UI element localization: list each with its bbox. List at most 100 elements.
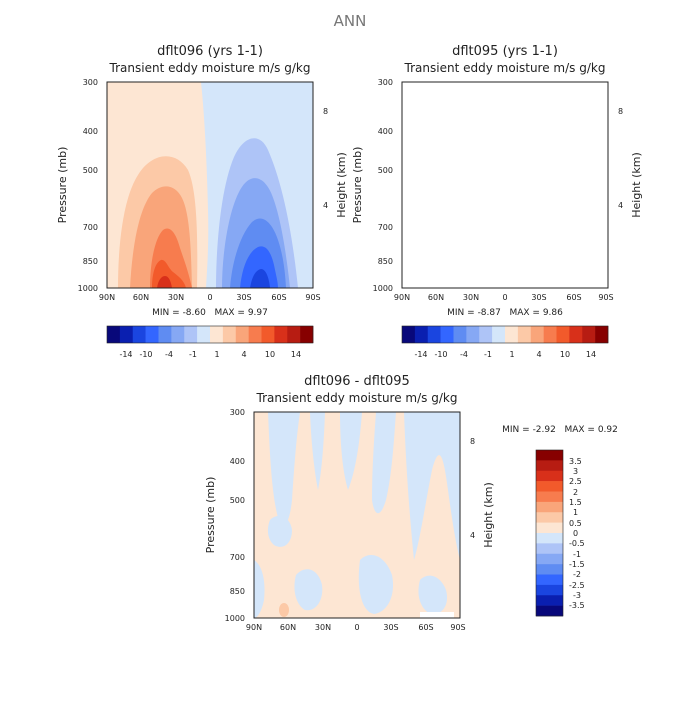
colorbar-swatch [248, 326, 262, 343]
colorbar-swatch [536, 553, 563, 565]
panel-2-colorbar [401, 325, 609, 344]
colorbar-swatch [171, 326, 185, 343]
page-title: ANN [334, 12, 367, 30]
panel-3-zero-patch [420, 612, 454, 618]
colorbar-swatch [235, 326, 249, 343]
panel-1-stats: MIN = -8.60 MAX = 9.97 [152, 308, 268, 318]
colorbar-label: 10 [560, 350, 570, 359]
panel-3-y-ticks: 300 400 500 700 850 1000 8 4 [225, 408, 475, 623]
panel-2-neg-c2 [517, 178, 585, 288]
colorbar-label: -10 [434, 350, 447, 359]
panel-1-y-ticks: 300 400 500 700 850 1000 8 4 [78, 78, 328, 293]
colorbar-label: -14 [119, 350, 132, 359]
colorbar-label: 4 [536, 350, 541, 359]
panel-3-stats: MIN = -2.92 MAX = 0.92 [502, 425, 618, 435]
colorbar-swatch [119, 326, 134, 343]
panel-3-title: dflt096 - dflt095 [304, 374, 410, 389]
panel-3-subtitle: Transient eddy moisture m/s g/kg [256, 391, 458, 405]
colorbar-label: -1 [484, 350, 492, 359]
colorbar-swatch [440, 326, 454, 343]
colorbar-swatch [536, 450, 563, 461]
colorbar-label: -0.5 [569, 539, 585, 548]
y-tick-label: 300 [83, 78, 98, 87]
colorbar-label: -10 [139, 350, 152, 359]
colorbar-label: 0.5 [569, 519, 582, 528]
colorbar-label: 3 [573, 467, 578, 476]
y-tick-label-right: 4 [470, 531, 475, 540]
panel-3-neg-patch [294, 569, 323, 611]
x-tick-label: 30S [383, 623, 398, 632]
colorbar-swatch [197, 326, 211, 343]
panel-2-pos-c4 [447, 260, 481, 288]
panel-1-frame [106, 81, 314, 289]
colorbar-label: 10 [265, 350, 275, 359]
panel-3-neg-patch [268, 412, 300, 527]
panel-2-subtitle: Transient eddy moisture m/s g/kg [404, 61, 606, 75]
colorbar-swatch [300, 326, 314, 343]
colorbar-label: 2.5 [569, 477, 582, 486]
y-tick-label: 500 [378, 166, 393, 175]
y-tick-label: 500 [83, 166, 98, 175]
panel-3-neg-patch [267, 515, 292, 547]
y-tick-label: 1000 [78, 284, 98, 293]
colorbar-label: 4 [241, 350, 246, 359]
x-tick-label: 60N [428, 293, 444, 302]
panel-1-subtitle: Transient eddy moisture m/s g/kg [109, 61, 311, 75]
colorbar-label: 1 [214, 350, 219, 359]
panel-3-field [254, 412, 460, 618]
panel-1-colorbar-labels: -14 -10 -4 -1 1 4 10 14 [119, 350, 301, 359]
colorbar-swatch [536, 595, 563, 606]
x-tick-label: 30N [315, 623, 331, 632]
colorbar-swatch [492, 326, 506, 343]
x-tick-label: 30S [236, 293, 251, 302]
colorbar-swatch [132, 326, 146, 343]
panel-1-title: dflt096 (yrs 1-1) [157, 44, 263, 59]
panel-3-neg-patch [254, 560, 265, 618]
y-tick-label: 850 [230, 587, 245, 596]
panel-3-neg-patch [418, 575, 448, 615]
y-tick-label-right: 8 [323, 107, 328, 116]
colorbar-label: -3 [573, 591, 581, 600]
y-tick-label: 700 [378, 223, 393, 232]
colorbar-label: 14 [291, 350, 301, 359]
colorbar-swatch [479, 326, 493, 343]
x-tick-label: 0 [207, 293, 212, 302]
panel-3-pos-patch [279, 603, 289, 617]
colorbar-label: -14 [414, 350, 427, 359]
colorbar-swatch [505, 326, 519, 343]
y-tick-label: 400 [83, 127, 98, 136]
panel-2-pos-base [402, 82, 608, 288]
y-tick-label-right: 4 [323, 201, 328, 210]
panel-3-x-ticks: 90N 60N 30N 0 30S 60S 90S [246, 623, 466, 632]
colorbar-swatch [536, 512, 563, 523]
y-tick-label-right: 4 [618, 201, 623, 210]
panel-2-pos-c3 [445, 229, 487, 288]
panel-3-neg-patch [358, 555, 394, 614]
colorbar-swatch [184, 326, 198, 343]
x-tick-label: 90N [246, 623, 262, 632]
y-tick-label: 850 [378, 257, 393, 266]
colorbar-swatch [536, 584, 563, 596]
colorbar-swatch [402, 326, 416, 343]
y-tick-label: 700 [83, 223, 98, 232]
y-tick-label: 1000 [373, 284, 393, 293]
colorbar-frame [401, 325, 609, 344]
colorbar-swatch [145, 326, 159, 343]
x-tick-label: 60N [133, 293, 149, 302]
panel-3: dflt096 - dflt095 Transient eddy moistur… [204, 374, 618, 632]
x-tick-label: 30N [168, 293, 184, 302]
colorbar-swatch [582, 326, 596, 343]
colorbar-label: -3.5 [569, 601, 585, 610]
panel-3-neg-patch [404, 412, 460, 560]
panel-2-neg-base [496, 82, 608, 288]
panel-2-pos-c1 [413, 156, 492, 288]
panel-1: dflt096 (yrs 1-1) Transient eddy moistur… [56, 44, 348, 359]
colorbar-label: -4 [165, 350, 173, 359]
y-tick-label: 400 [230, 457, 245, 466]
panel-2-frame [401, 81, 609, 289]
y-tick-label: 300 [378, 78, 393, 87]
panel-2-pos-c5 [452, 276, 467, 288]
colorbar-label: -1 [189, 350, 197, 359]
panel-3-colorbar-labels: 3.5 3 2.5 2 1.5 1 0.5 0 -0.5 -1 -1.5 -2 … [569, 457, 585, 610]
y-tick-label-right: 8 [470, 437, 475, 446]
